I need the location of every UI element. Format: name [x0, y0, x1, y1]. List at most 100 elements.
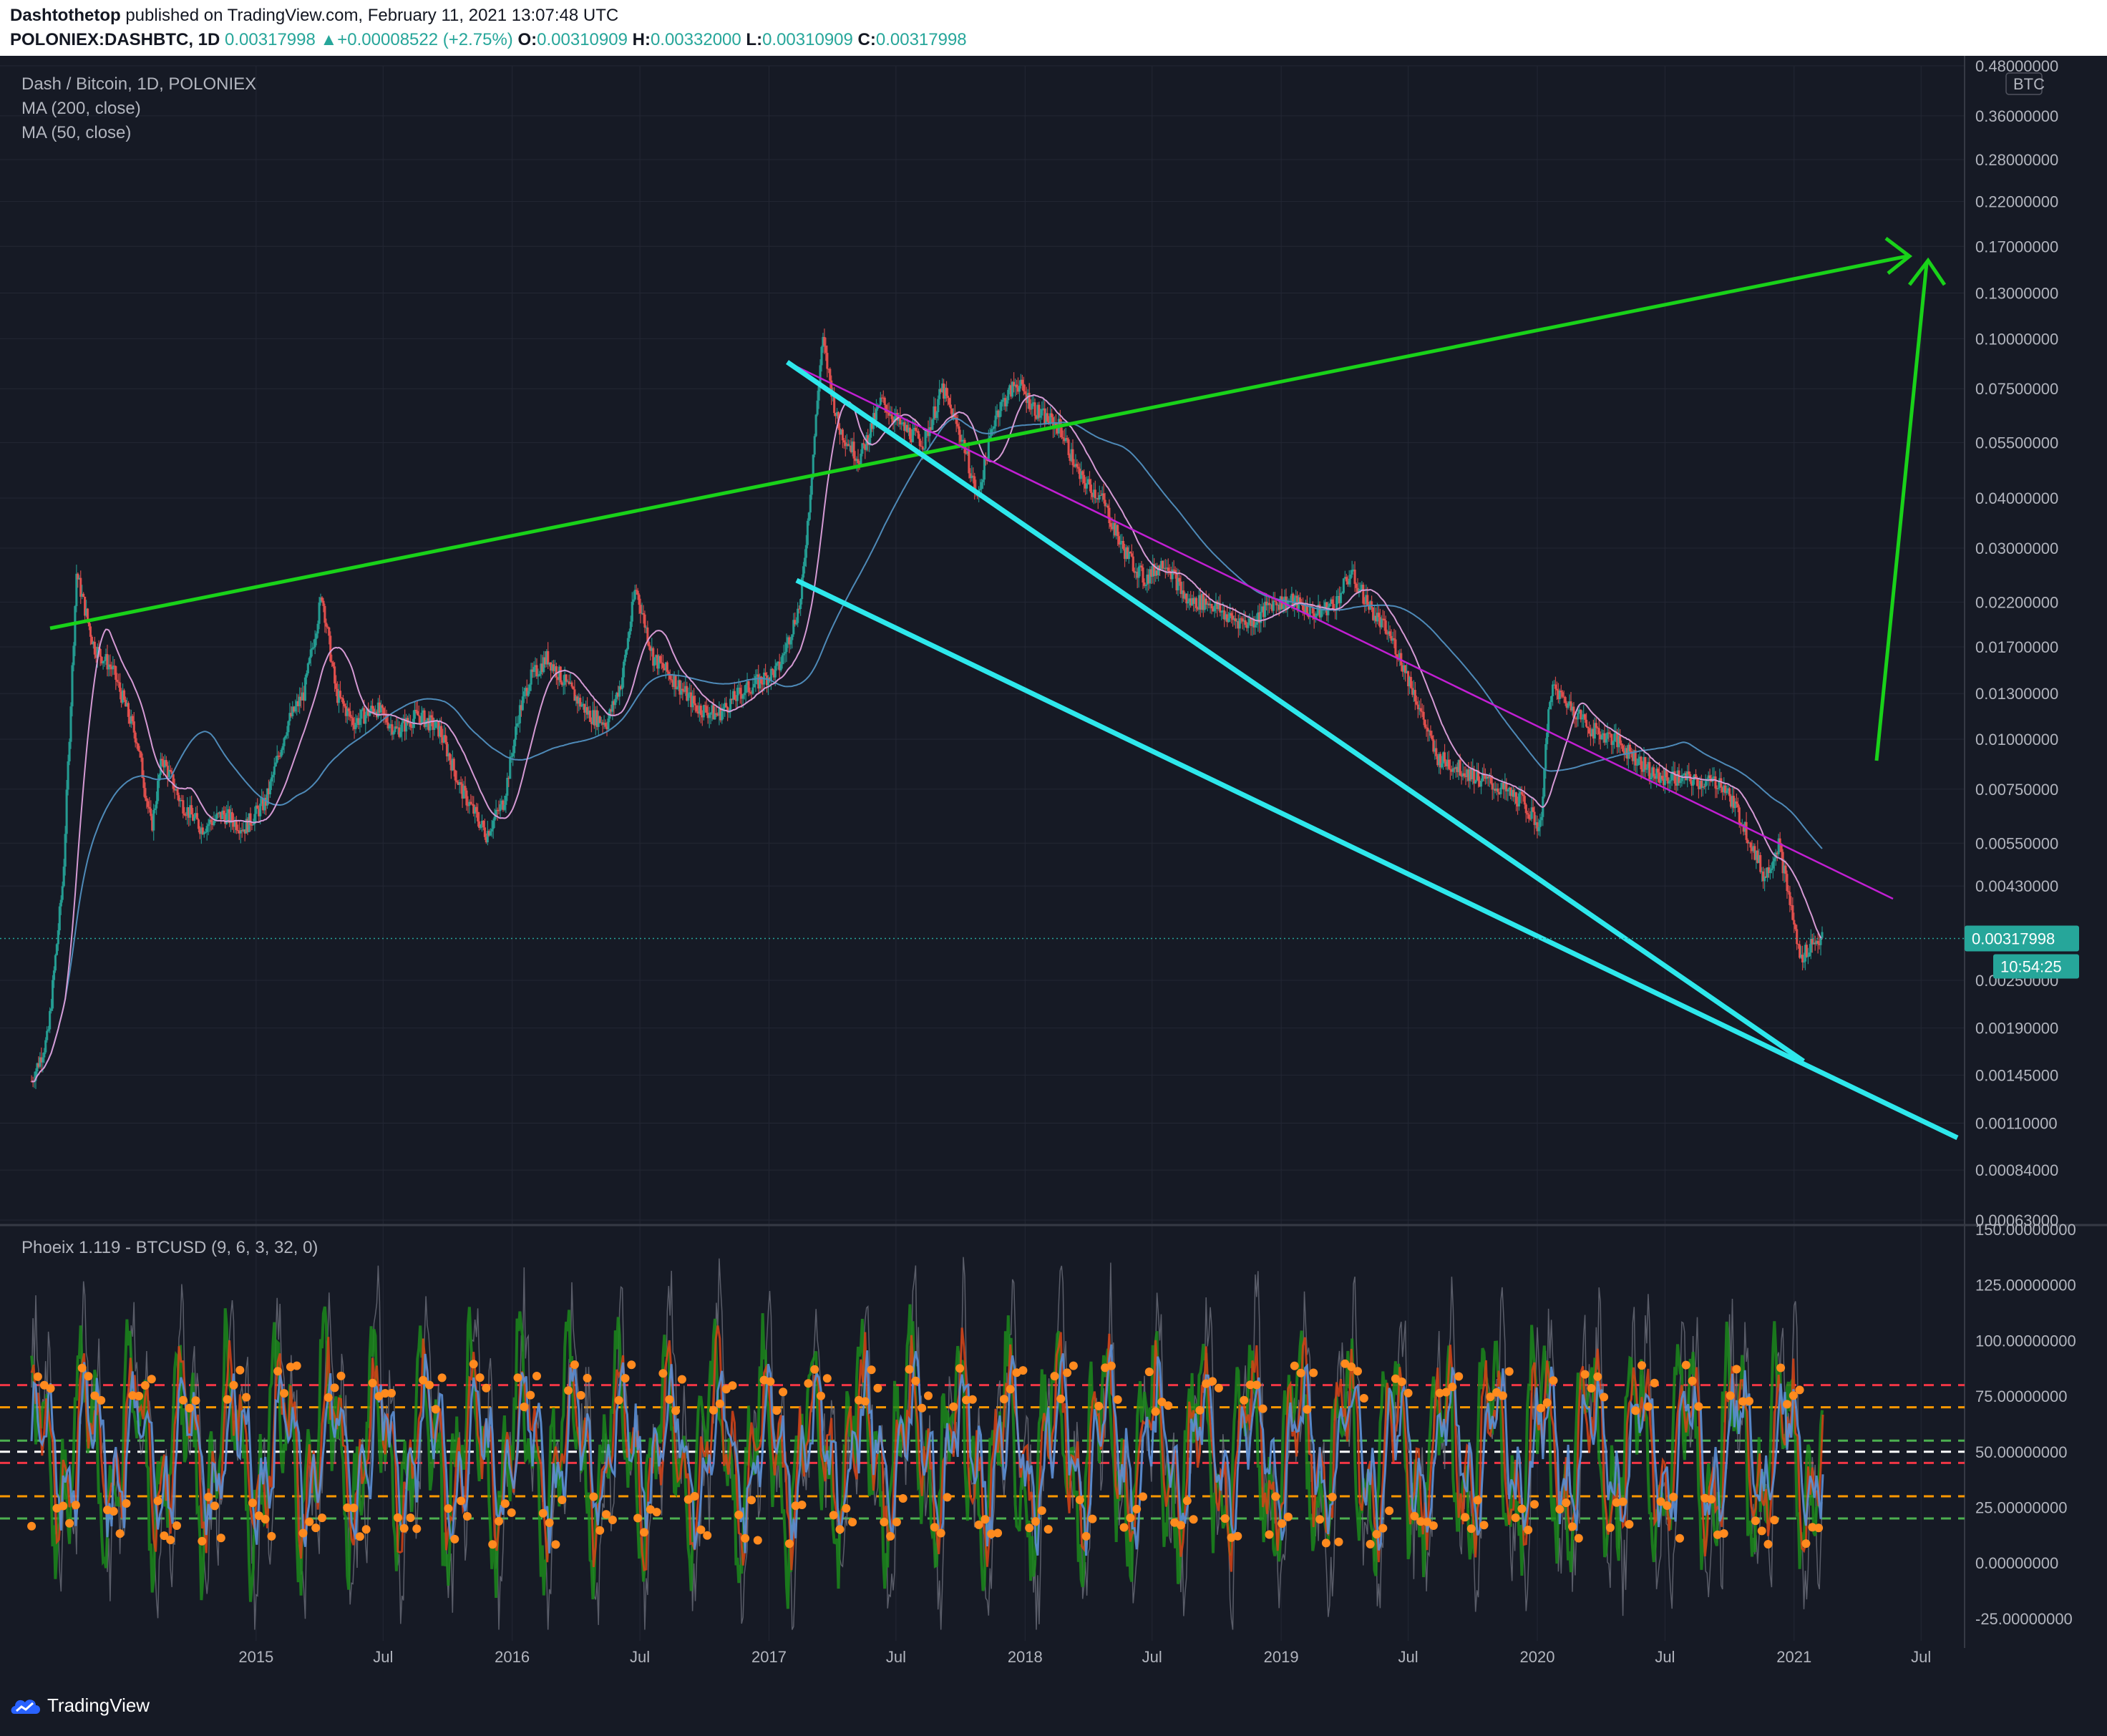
- candle-body: [1383, 618, 1386, 621]
- candle-body: [1279, 596, 1282, 610]
- candle-body: [902, 422, 905, 424]
- osc-marker: [216, 1533, 225, 1543]
- candle-body: [1572, 706, 1575, 718]
- candle-body: [958, 426, 960, 435]
- candle-body: [907, 427, 910, 432]
- candle-body: [1324, 602, 1327, 610]
- candle-body: [715, 713, 718, 715]
- high-value: 0.00332000: [650, 30, 741, 49]
- candle-body: [1149, 569, 1152, 584]
- osc-marker: [1139, 1492, 1147, 1501]
- osc-marker: [46, 1384, 55, 1393]
- legend-oscillator[interactable]: Phoeix 1.119 - BTCUSD (9, 6, 3, 32, 0): [21, 1238, 318, 1257]
- candle-body: [1698, 780, 1702, 789]
- candle-body: [1718, 778, 1721, 789]
- candle-body: [220, 811, 223, 819]
- price-tick-label: 0.36000000: [1975, 107, 2058, 125]
- candle-body: [1146, 574, 1149, 585]
- candle-body: [1562, 696, 1565, 698]
- candle-body: [1489, 776, 1492, 784]
- candle-body: [230, 811, 234, 822]
- candle-body: [1226, 614, 1229, 623]
- candle-body: [452, 759, 455, 771]
- candle-body: [430, 715, 433, 718]
- time-tick-label: Jul: [1655, 1648, 1675, 1666]
- candle-body: [1004, 398, 1007, 406]
- osc-marker: [323, 1393, 333, 1402]
- candle-body: [1654, 776, 1657, 779]
- candle-body: [1061, 437, 1064, 439]
- candle-body: [941, 383, 944, 392]
- osc-marker: [911, 1376, 920, 1385]
- candle-body: [1048, 421, 1051, 424]
- candle-body: [1584, 714, 1587, 720]
- candle-body: [1693, 774, 1696, 780]
- candle-body: [467, 805, 469, 806]
- osc-marker: [1056, 1394, 1066, 1403]
- candle-body: [287, 721, 290, 733]
- candle-body: [558, 666, 560, 681]
- candle-body: [1111, 527, 1114, 530]
- candle-body: [1736, 804, 1739, 808]
- osc-marker: [1403, 1388, 1413, 1398]
- candle-body: [709, 713, 712, 715]
- candle-body: [1001, 399, 1004, 402]
- legend-ma200[interactable]: MA (200, close): [21, 99, 141, 118]
- candle-body: [1447, 759, 1451, 769]
- candle-body: [889, 414, 892, 416]
- candle-body: [913, 427, 916, 429]
- candle-body: [391, 724, 394, 735]
- candle-body: [875, 409, 878, 421]
- osc-marker: [627, 1360, 636, 1370]
- candle-body: [540, 663, 542, 674]
- candle-body: [1406, 670, 1408, 673]
- candle-body: [816, 400, 819, 415]
- candle-body: [334, 683, 338, 689]
- publisher-name[interactable]: Dashtothetop: [10, 6, 121, 25]
- candle-body: [725, 703, 728, 707]
- osc-marker: [1366, 1539, 1375, 1549]
- candle-body: [882, 397, 885, 399]
- legend-ma50[interactable]: MA (50, close): [21, 123, 132, 142]
- candle-body: [1255, 622, 1258, 625]
- candle-body: [1551, 684, 1554, 696]
- candle-body: [731, 691, 735, 701]
- candle-body: [1729, 796, 1733, 807]
- candle-body: [1177, 577, 1179, 590]
- candle-body: [575, 696, 578, 701]
- candle-body: [935, 411, 938, 419]
- candle-body: [896, 413, 899, 421]
- candle-body: [1338, 595, 1341, 603]
- candle-body: [749, 692, 751, 693]
- chart-canvas[interactable]: 0.480000000.360000000.280000000.22000000…: [0, 56, 2107, 1680]
- candle-body: [128, 716, 131, 724]
- candle-body: [51, 980, 54, 1009]
- osc-marker: [1113, 1395, 1122, 1404]
- candle-body: [1028, 393, 1031, 409]
- chart-area[interactable]: 0.48000000 0.36000000 0.28000000 0.22000000…: [0, 56, 2107, 1680]
- candle-body: [1451, 768, 1454, 772]
- candle-body: [1514, 792, 1518, 804]
- candle-body: [1365, 595, 1368, 604]
- price-tick-label: 0.48000000: [1975, 57, 2058, 75]
- tradingview-logo[interactable]: TradingView: [10, 1694, 150, 1717]
- candle-body: [306, 663, 309, 673]
- osc-marker: [437, 1373, 447, 1383]
- candle-body: [1771, 861, 1774, 869]
- candle-body: [356, 718, 359, 723]
- osc-marker: [1605, 1523, 1615, 1532]
- candle-body: [1292, 593, 1295, 607]
- candle-body: [482, 821, 485, 828]
- candle-body: [1532, 807, 1534, 812]
- candle-body: [1799, 944, 1801, 958]
- candle-body: [1142, 567, 1144, 583]
- candle-body: [1609, 733, 1612, 734]
- osc-marker: [1176, 1521, 1185, 1530]
- candle-body: [1582, 714, 1585, 718]
- candle-body: [298, 696, 301, 706]
- osc-marker: [368, 1378, 377, 1388]
- candle-body: [1130, 553, 1133, 557]
- candle-body: [970, 475, 973, 479]
- candle-body: [1039, 415, 1042, 418]
- legend-title[interactable]: Dash / Bitcoin, 1D, POLONIEX: [21, 74, 257, 94]
